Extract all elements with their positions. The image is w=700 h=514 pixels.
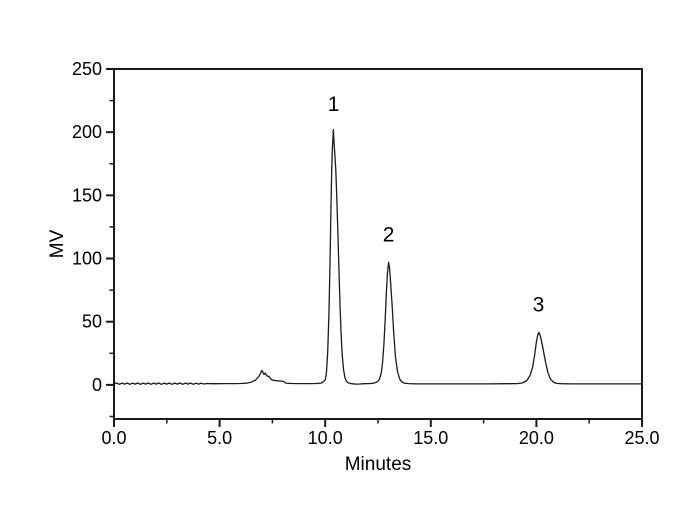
x-tick-label: 15.0 — [413, 428, 448, 448]
x-tick-label: 25.0 — [624, 428, 659, 448]
x-axis-minor-ticks — [166, 419, 590, 424]
y-tick-label: 200 — [72, 122, 102, 142]
x-axis-major-ticks — [113, 419, 643, 427]
x-tick-label: 10.0 — [308, 428, 343, 448]
x-axis-title: Minutes — [345, 454, 412, 475]
y-tick-label: 0 — [92, 375, 102, 395]
chromatogram-trace — [113, 128, 642, 385]
peak-number-label: 2 — [383, 223, 395, 246]
peak-number-label: 1 — [328, 93, 340, 116]
plot-frame — [113, 68, 643, 420]
x-tick-label: 20.0 — [519, 428, 554, 448]
x-tick-label: 0.0 — [101, 428, 126, 448]
x-tick-label: 5.0 — [207, 428, 232, 448]
y-axis-major-ticks — [106, 68, 114, 386]
y-tick-label: 150 — [72, 185, 102, 205]
y-tick-label: 250 — [72, 59, 102, 79]
y-tick-label: 100 — [72, 249, 102, 269]
y-axis-minor-ticks — [109, 99, 114, 418]
y-tick-label: 50 — [82, 312, 102, 332]
x-axis-tick-labels: 0.0 5.0 10.0 15.0 20.0 25.0 — [101, 428, 659, 448]
y-axis-tick-labels: 0 50 100 150 200 250 — [72, 59, 102, 395]
peak-labels: 1 2 3 — [328, 93, 545, 316]
y-axis-title: MV — [47, 229, 68, 258]
peak-number-label: 3 — [533, 293, 545, 316]
